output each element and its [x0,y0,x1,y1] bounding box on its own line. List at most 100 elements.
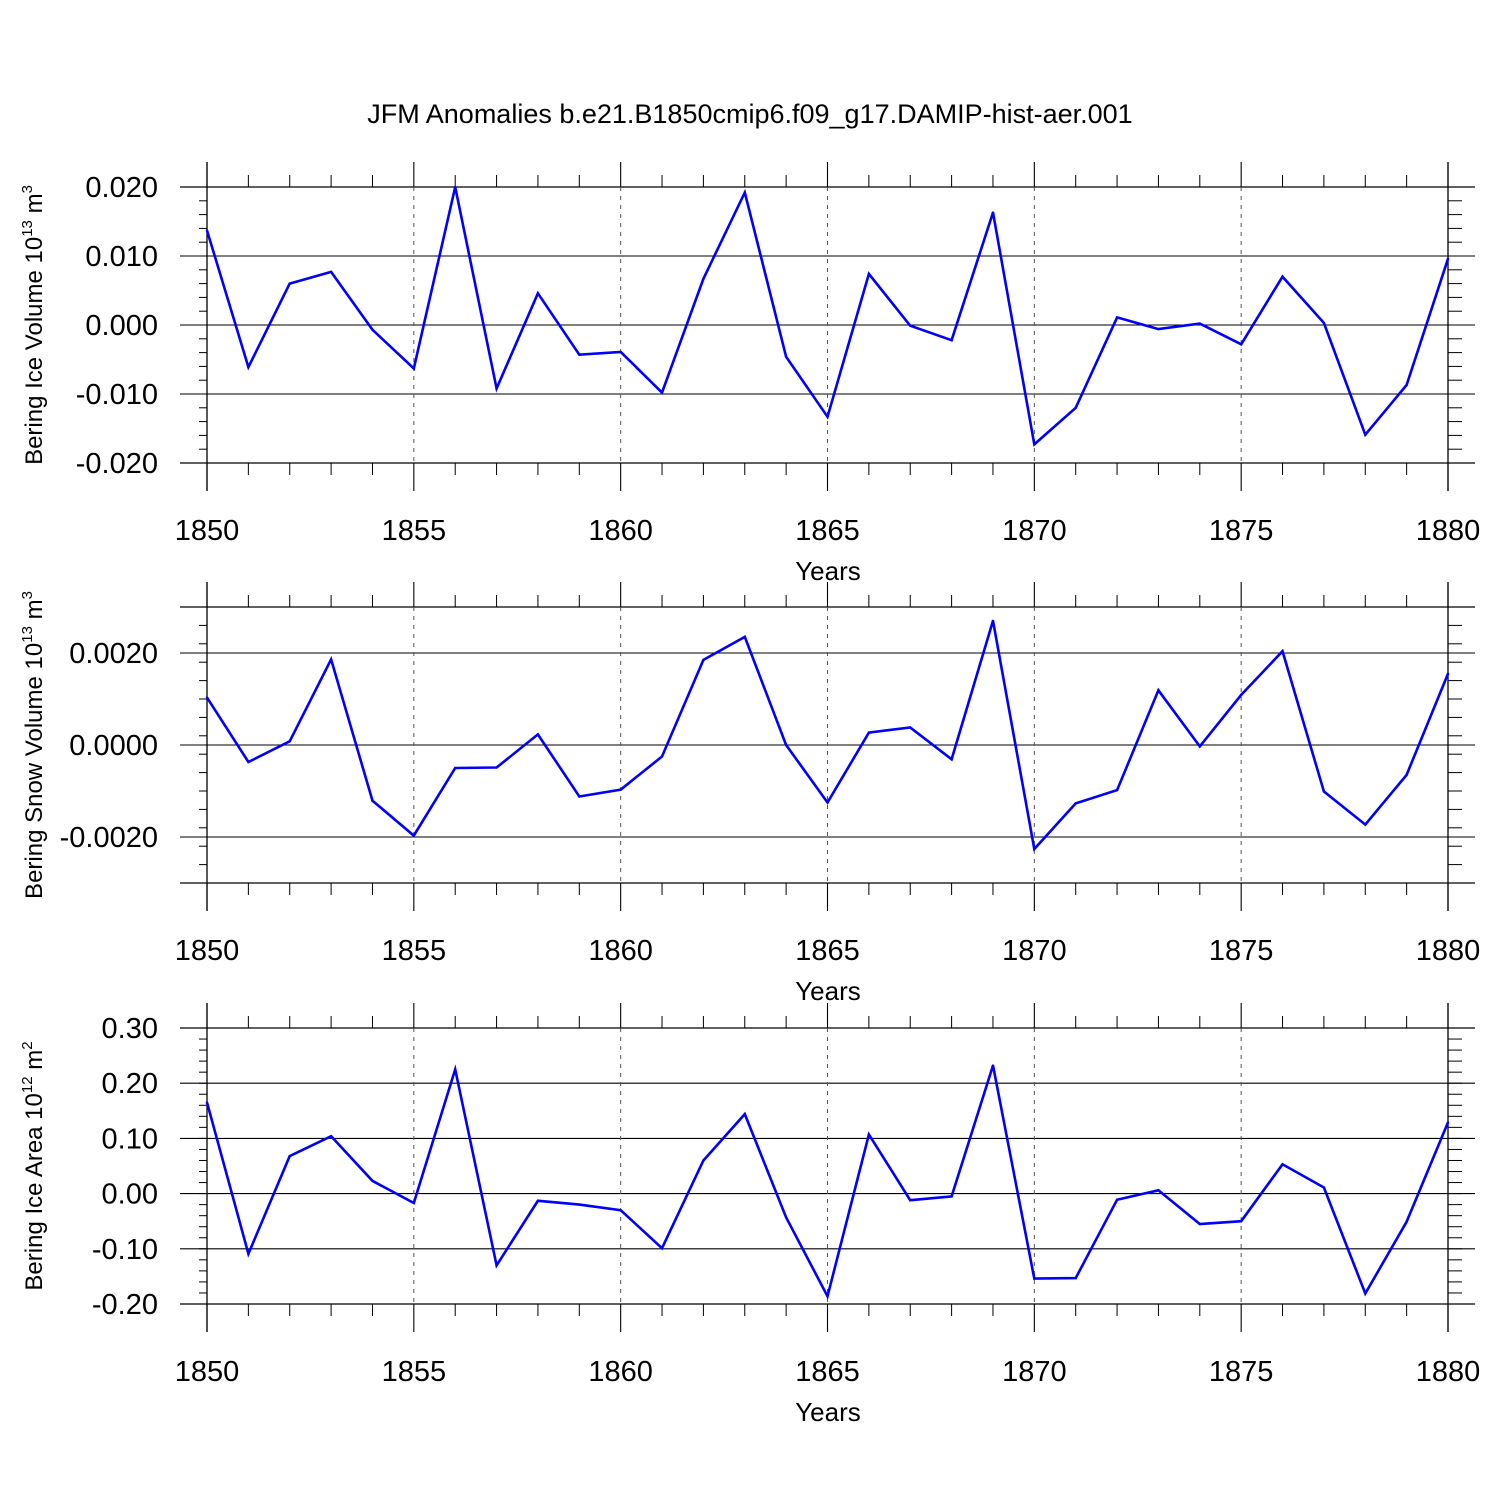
data-point [1115,316,1119,319]
data-point [578,353,581,356]
x-tick-label: 1865 [795,515,860,547]
data-point [909,1199,912,1202]
data-point [1157,1189,1160,1192]
y-tick-label: 0.20 [102,1068,158,1100]
data-point [205,1101,209,1104]
data-point [1074,406,1077,409]
data-point [660,1247,664,1250]
data-point [784,743,788,747]
y-tick-label: 0.00 [102,1179,158,1211]
data-point [702,1159,705,1162]
x-tick-label: 1875 [1209,935,1274,967]
x-tick-label: 1865 [795,1356,860,1388]
data-point [1322,1186,1326,1189]
data-point [536,292,540,295]
x-tick-label: 1855 [382,935,447,967]
data-point [495,387,498,390]
x-tick-label: 1865 [795,935,860,967]
y-tick-label: -0.010 [76,379,158,411]
y-tick-label: 0.000 [85,310,158,342]
data-point [1198,322,1202,325]
y-tick-label: 0.30 [102,1013,158,1045]
data-point [950,1195,953,1198]
x-tick-label: 1870 [1002,935,1067,967]
x-tick-label: 1855 [382,1356,447,1388]
data-point [1033,443,1036,446]
x-tick-label: 1880 [1416,935,1481,967]
data-point [578,1203,581,1206]
data-point [536,733,540,736]
y-tick-label: 0.010 [85,241,158,273]
data-point [1446,672,1450,675]
y-tick-label: -0.10 [92,1234,158,1266]
data-point [909,324,912,327]
data-point [1239,343,1243,346]
data-point [1281,1163,1284,1166]
y-tick-label: 0.0000 [69,730,158,762]
chart-panel-3: -0.20 -0.10 0.00 0.10 0.20 0.30 1850 1855 1860 18… [19,1003,1480,1427]
data-point [247,1252,250,1255]
y-axis-title: Bering Ice Area 1012 m2 [19,1041,48,1290]
data-point [412,834,416,837]
x-tick-label: 1860 [588,935,653,967]
x-tick-label: 1870 [1002,1356,1067,1388]
data-point [1281,649,1284,653]
y-axis-title: Bering Ice Volume 1013 m3 [19,185,48,465]
data-point [536,1199,540,1202]
data-point [867,1133,871,1136]
data-point [329,270,333,274]
data-point [991,619,995,622]
x-tick-label: 1875 [1209,515,1274,547]
data-point [1074,802,1077,805]
x-tick-label: 1880 [1416,515,1481,547]
data-point [247,760,250,764]
data-point [619,350,622,354]
data-point [867,731,871,734]
data-point [495,766,498,769]
data-point [371,1179,374,1183]
data-point [288,1154,291,1158]
data-point [826,1295,829,1298]
data-point [578,795,581,798]
data-point [950,758,953,761]
data-point [1115,1198,1119,1201]
data-point [660,755,664,758]
chart-panel-2: -0.0020 0.0000 0.0020 1850 1855 1860 1865 1870 1… [19,582,1480,1006]
x-tick-label: 1850 [175,1356,240,1388]
data-point [826,415,829,418]
data-point [743,191,746,194]
data-point [1281,275,1284,278]
data-point [826,801,829,804]
data-point [1364,823,1367,826]
x-axis-title: Years [795,556,861,586]
data-point [1405,773,1408,777]
data-point [205,229,209,232]
data-point [1074,1276,1077,1280]
data-point [1405,1220,1408,1223]
x-axis-title: Years [795,976,861,1006]
data-point [371,799,374,802]
x-tick-label: 1880 [1416,1356,1481,1388]
data-point [1198,1222,1202,1226]
data-point [412,1201,416,1205]
data-point [1322,790,1326,793]
data-point [288,740,291,743]
data-point [1364,433,1367,436]
data-point [1364,1292,1367,1295]
data-point [205,696,209,699]
data-point [909,726,912,729]
data-point [743,1112,746,1116]
data-point [371,328,374,332]
y-tick-label: -0.0020 [60,822,158,854]
data-point [454,766,457,770]
data-point [329,1134,333,1138]
data-point [702,277,705,280]
data-point [288,282,291,285]
data-point [1198,745,1202,748]
y-tick-label: -0.20 [92,1289,158,1321]
data-point [1033,847,1036,851]
data-point [1405,383,1408,387]
data-point [950,338,953,342]
data-point [743,635,746,639]
data-point [454,185,457,189]
